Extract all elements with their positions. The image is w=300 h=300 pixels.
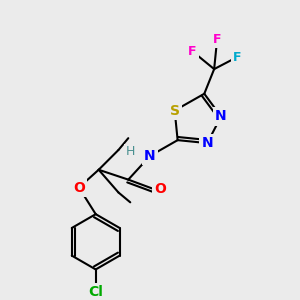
Text: N: N: [215, 110, 227, 124]
Text: S: S: [170, 103, 180, 118]
Text: N: N: [144, 149, 156, 163]
Text: N: N: [201, 136, 213, 150]
Text: F: F: [188, 45, 197, 58]
Text: O: O: [73, 181, 85, 194]
Text: H: H: [126, 146, 135, 158]
Text: F: F: [232, 51, 241, 64]
Text: F: F: [213, 33, 221, 46]
Text: Cl: Cl: [88, 285, 103, 299]
Text: O: O: [154, 182, 166, 197]
